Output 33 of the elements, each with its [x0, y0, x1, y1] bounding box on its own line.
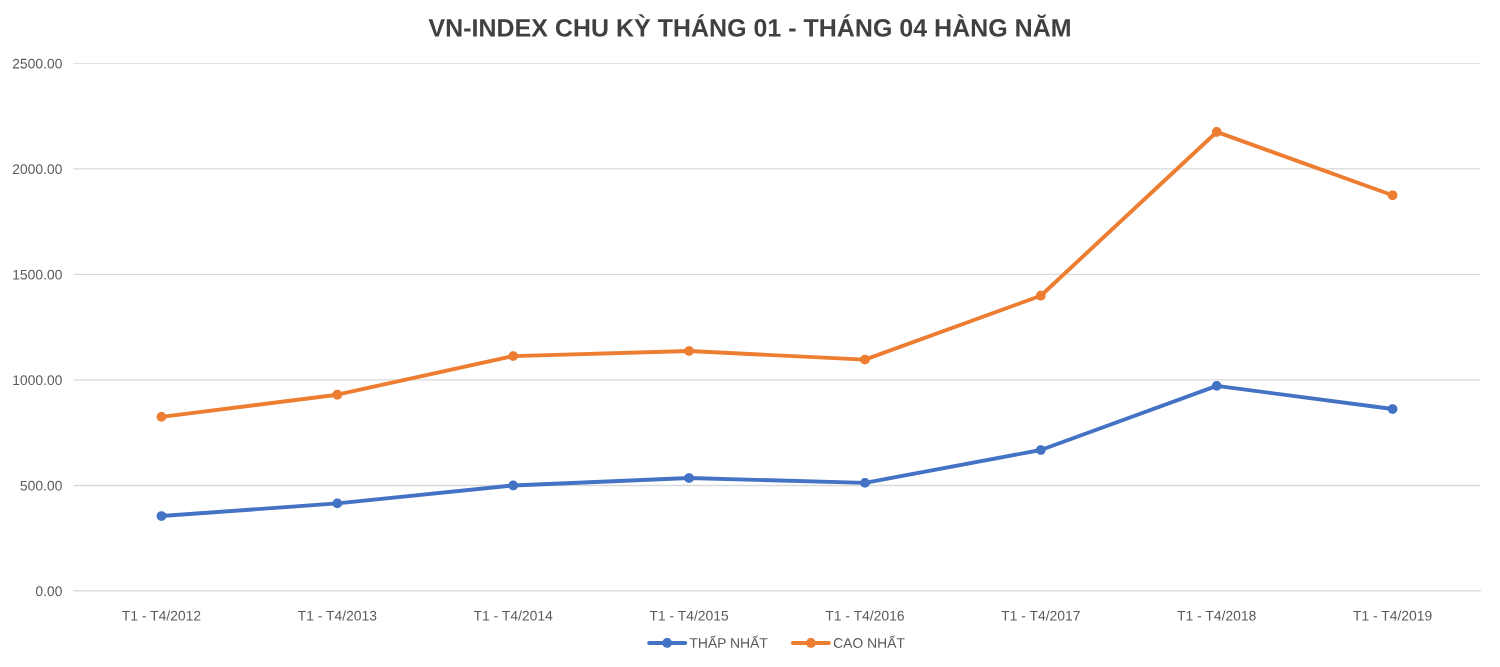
point	[860, 478, 870, 488]
y-tick-label: 2500.00	[12, 58, 62, 69]
x-tick-label: T1 - T4/2017	[1001, 610, 1080, 621]
point	[1035, 445, 1046, 455]
point	[508, 480, 519, 491]
point	[156, 411, 167, 422]
point	[1387, 404, 1398, 414]
point	[1211, 380, 1222, 391]
x-tick-label: T1 - T4/2015	[649, 610, 729, 621]
x-tick-label: T1 - T4/2013	[297, 610, 377, 621]
point	[684, 473, 694, 483]
legend-label: CAO NHẤT	[833, 635, 905, 648]
point	[156, 511, 167, 521]
y-tick-label: 500.00	[20, 480, 62, 491]
x-tick-label: T1 - T4/2018	[1177, 610, 1256, 621]
point	[508, 351, 519, 361]
y-tick-label: 1000.00	[13, 375, 62, 386]
y-tick-label: 2000.00	[12, 164, 62, 175]
x-tick-label: T1 - T4/2019	[1353, 610, 1432, 621]
y-tick-label: 0.00	[35, 586, 62, 597]
y-tick-label: 1500.00	[13, 269, 62, 280]
point	[332, 389, 343, 400]
point	[860, 354, 870, 365]
point	[1211, 127, 1222, 137]
x-tick-label: T1 - T4/2014	[473, 610, 553, 621]
chart-title: VN-INDEX CHU KỲ THÁNG 01 - THÁNG 04 HÀNG NĂM	[428, 14, 1070, 37]
point	[1035, 290, 1046, 301]
x-tick-label: T1 - T4/2016	[825, 610, 904, 621]
point	[332, 498, 343, 509]
x-tick-label: T1 - T4/2012	[122, 610, 201, 621]
point	[684, 346, 694, 356]
legend-label: THẤP NHẤT	[689, 635, 768, 648]
point	[1387, 190, 1398, 201]
